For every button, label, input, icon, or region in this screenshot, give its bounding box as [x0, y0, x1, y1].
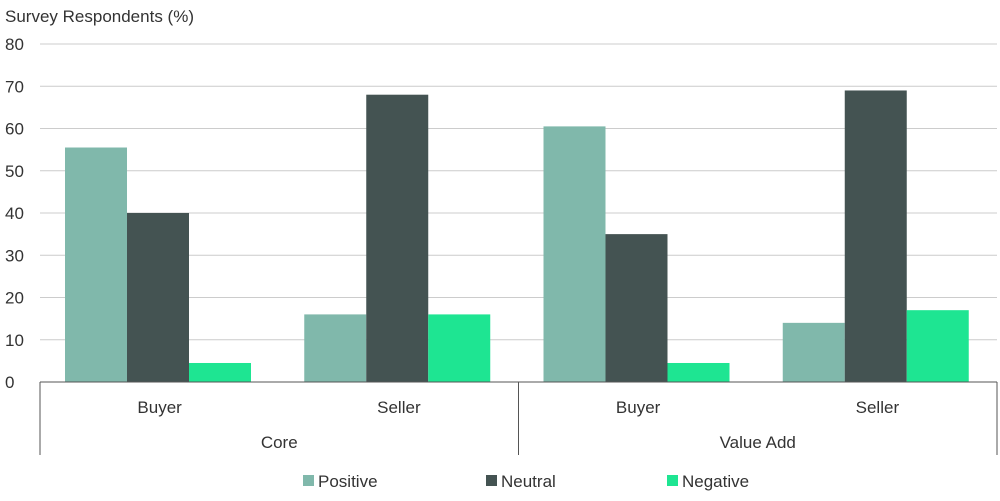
- y-tick-label: 20: [5, 289, 24, 308]
- y-axis-label: Survey Respondents (%): [5, 7, 194, 26]
- legend-label: Neutral: [501, 472, 556, 491]
- x-tick-label: Buyer: [616, 398, 661, 417]
- y-tick-label: 0: [5, 373, 14, 392]
- bar-positive: [65, 147, 127, 382]
- y-tick-labels: 0 10 20 30 40 50 60 70 80: [5, 35, 24, 392]
- group-label: Value Add: [720, 433, 796, 452]
- y-tick-label: 30: [5, 246, 24, 265]
- x-axis: Buyer Seller Core Buyer Seller Value Add: [39, 381, 998, 455]
- group-label: Core: [261, 433, 298, 452]
- bar-neutral: [127, 213, 189, 382]
- legend-swatch: [303, 475, 314, 486]
- bars: [65, 90, 969, 382]
- legend-item-negative: Negative: [667, 472, 749, 491]
- y-tick-label: 50: [5, 162, 24, 181]
- legend-item-neutral: Neutral: [486, 472, 556, 491]
- bar-negative: [428, 314, 491, 382]
- bar-positive: [782, 322, 845, 382]
- legend-item-positive: Positive: [303, 472, 378, 491]
- y-tick-label: 80: [5, 35, 24, 54]
- gridlines: [40, 43, 997, 341]
- x-tick-label: Seller: [856, 398, 900, 417]
- legend-swatch: [667, 475, 678, 486]
- bar-positive: [543, 126, 606, 382]
- x-tick-label: Buyer: [137, 398, 182, 417]
- bar-positive: [304, 314, 367, 382]
- y-tick-label: 40: [5, 204, 24, 223]
- bar-neutral: [844, 90, 907, 382]
- x-tick-label: Seller: [377, 398, 421, 417]
- y-tick-label: 70: [5, 77, 24, 96]
- legend-label: Negative: [682, 472, 749, 491]
- y-tick-label: 10: [5, 331, 24, 350]
- bar-negative: [667, 362, 730, 382]
- legend: Positive Neutral Negative: [303, 472, 749, 491]
- legend-label: Positive: [318, 472, 378, 491]
- legend-swatch: [486, 475, 497, 486]
- bar-negative: [189, 362, 251, 382]
- bar-neutral: [366, 94, 429, 382]
- y-tick-label: 60: [5, 120, 24, 139]
- bar-neutral: [605, 234, 668, 382]
- bar-negative: [906, 310, 969, 382]
